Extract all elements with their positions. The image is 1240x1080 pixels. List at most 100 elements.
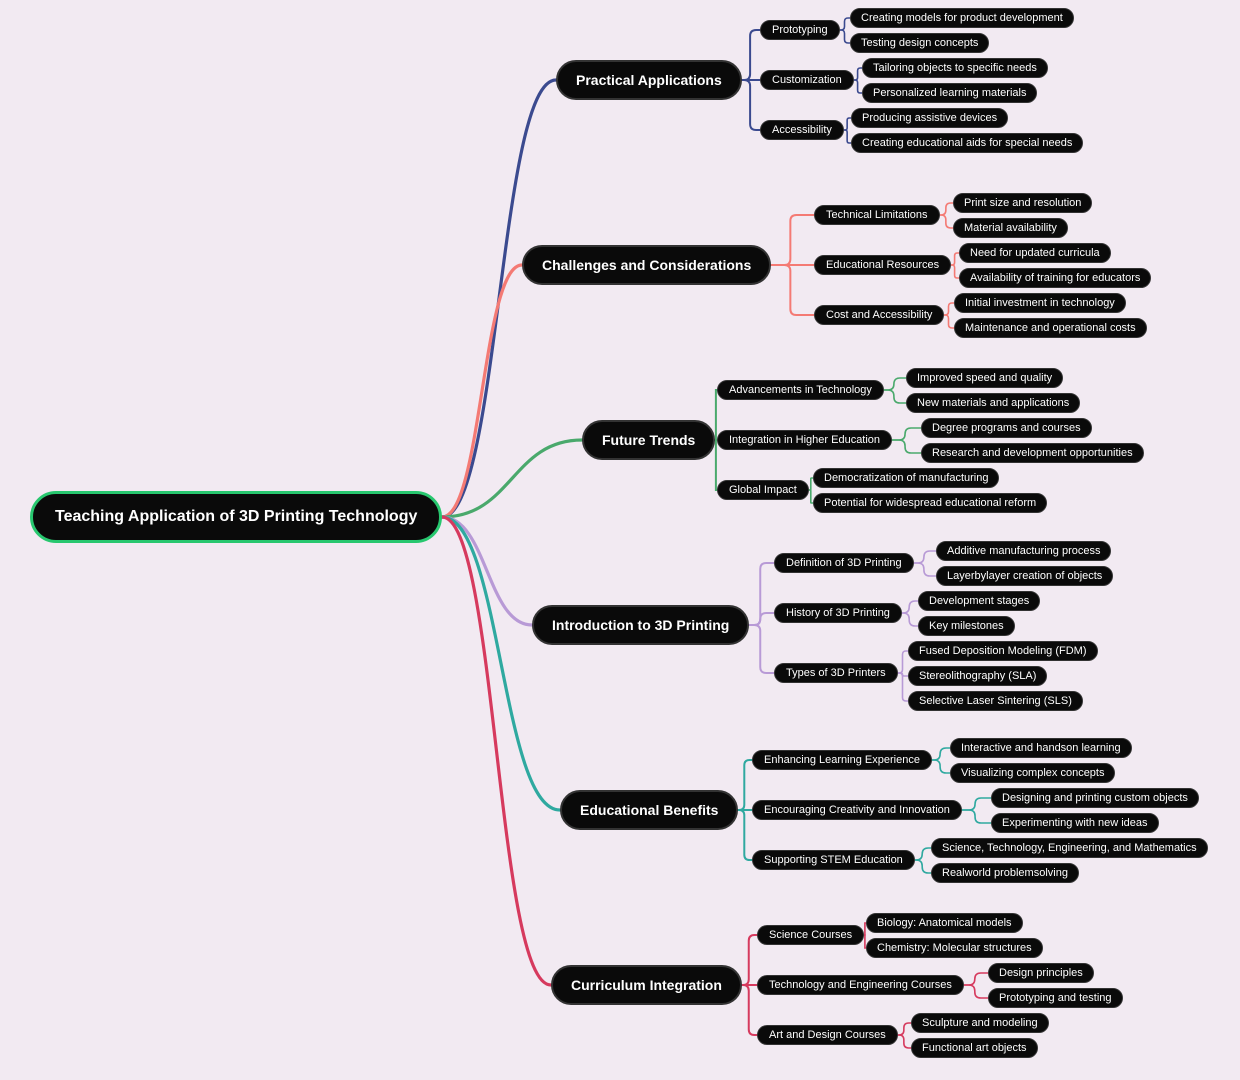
leaf-node[interactable]: Realworld problemsolving [931,863,1079,883]
sub-node[interactable]: Technical Limitations [814,205,940,225]
connector [902,613,918,626]
connector [914,551,936,563]
leaf-node[interactable]: Producing assistive devices [851,108,1008,128]
connector [771,215,814,265]
sub-node[interactable]: Enhancing Learning Experience [752,750,932,770]
connector [742,985,757,1035]
sub-node[interactable]: Prototyping [760,20,840,40]
leaf-node[interactable]: Stereolithography (SLA) [908,666,1047,686]
leaf-node[interactable]: Tailoring objects to specific needs [862,58,1048,78]
connector [442,517,560,810]
connector [944,303,954,315]
connector [884,378,906,390]
sub-node[interactable]: Supporting STEM Education [752,850,915,870]
connector [844,118,851,130]
leaf-node[interactable]: Additive manufacturing process [936,541,1111,561]
leaf-node[interactable]: Degree programs and courses [921,418,1092,438]
sub-node[interactable]: Educational Resources [814,255,951,275]
leaf-node[interactable]: Development stages [918,591,1040,611]
sub-node[interactable]: Types of 3D Printers [774,663,898,683]
sub-node[interactable]: Cost and Accessibility [814,305,944,325]
sub-node[interactable]: Integration in Higher Education [717,430,892,450]
leaf-node[interactable]: Biology: Anatomical models [866,913,1023,933]
connector [771,265,814,315]
leaf-node[interactable]: Testing design concepts [850,33,989,53]
branch-node[interactable]: Introduction to 3D Printing [532,605,749,645]
branch-node[interactable]: Practical Applications [556,60,742,100]
connector [940,203,953,215]
connector [854,68,862,80]
connector [892,440,921,453]
leaf-node[interactable]: Need for updated curricula [959,243,1111,263]
connector [898,1035,911,1048]
branch-node[interactable]: Future Trends [582,420,715,460]
connector [964,973,988,985]
leaf-node[interactable]: Selective Laser Sintering (SLS) [908,691,1083,711]
sub-node[interactable]: Customization [760,70,854,90]
leaf-node[interactable]: Fused Deposition Modeling (FDM) [908,641,1098,661]
connector [442,517,532,625]
connector [898,673,908,701]
leaf-node[interactable]: Personalized learning materials [862,83,1037,103]
leaf-node[interactable]: Designing and printing custom objects [991,788,1199,808]
branch-node[interactable]: Challenges and Considerations [522,245,771,285]
branch-node[interactable]: Curriculum Integration [551,965,742,1005]
leaf-node[interactable]: Key milestones [918,616,1015,636]
leaf-node[interactable]: Democratization of manufacturing [813,468,999,488]
sub-node[interactable]: Advancements in Technology [717,380,884,400]
connector [940,215,953,228]
connector [749,625,774,673]
sub-node[interactable]: Global Impact [717,480,809,500]
leaf-node[interactable]: Improved speed and quality [906,368,1063,388]
sub-node[interactable]: Definition of 3D Printing [774,553,914,573]
connector [932,748,950,760]
leaf-node[interactable]: Material availability [953,218,1068,238]
leaf-node[interactable]: Experimenting with new ideas [991,813,1159,833]
sub-node[interactable]: History of 3D Printing [774,603,902,623]
leaf-node[interactable]: Initial investment in technology [954,293,1126,313]
sub-node[interactable]: Art and Design Courses [757,1025,898,1045]
connector [962,798,991,810]
leaf-node[interactable]: Maintenance and operational costs [954,318,1147,338]
connector [844,130,851,143]
leaf-node[interactable]: Availability of training for educators [959,268,1151,288]
connector [962,810,991,823]
leaf-node[interactable]: Layerbylayer creation of objects [936,566,1113,586]
sub-node[interactable]: Science Courses [757,925,864,945]
leaf-node[interactable]: New materials and applications [906,393,1080,413]
connector [840,18,850,30]
root-node[interactable]: Teaching Application of 3D Printing Tech… [30,491,442,543]
leaf-node[interactable]: Interactive and handson learning [950,738,1132,758]
connector [944,315,954,328]
connector [442,517,551,985]
connector [915,848,931,860]
leaf-node[interactable]: Prototyping and testing [988,988,1123,1008]
connector [715,440,717,490]
leaf-node[interactable]: Creating educational aids for special ne… [851,133,1083,153]
leaf-node[interactable]: Creating models for product development [850,8,1074,28]
connector [898,1023,911,1035]
leaf-node[interactable]: Potential for widespread educational ref… [813,493,1047,513]
leaf-node[interactable]: Design principles [988,963,1094,983]
leaf-node[interactable]: Visualizing complex concepts [950,763,1115,783]
connector [742,30,760,80]
connector [951,253,959,265]
connector [738,760,752,810]
connector [892,428,921,440]
leaf-node[interactable]: Sculpture and modeling [911,1013,1049,1033]
leaf-node[interactable]: Functional art objects [911,1038,1038,1058]
connector [898,651,908,673]
leaf-node[interactable]: Print size and resolution [953,193,1092,213]
connector [932,760,950,773]
connector [442,440,582,517]
leaf-node[interactable]: Research and development opportunities [921,443,1144,463]
connector [964,985,988,998]
leaf-node[interactable]: Science, Technology, Engineering, and Ma… [931,838,1208,858]
sub-node[interactable]: Technology and Engineering Courses [757,975,964,995]
sub-node[interactable]: Encouraging Creativity and Innovation [752,800,962,820]
branch-node[interactable]: Educational Benefits [560,790,738,830]
connector [914,563,936,576]
leaf-node[interactable]: Chemistry: Molecular structures [866,938,1043,958]
sub-node[interactable]: Accessibility [760,120,844,140]
connector [715,390,717,440]
